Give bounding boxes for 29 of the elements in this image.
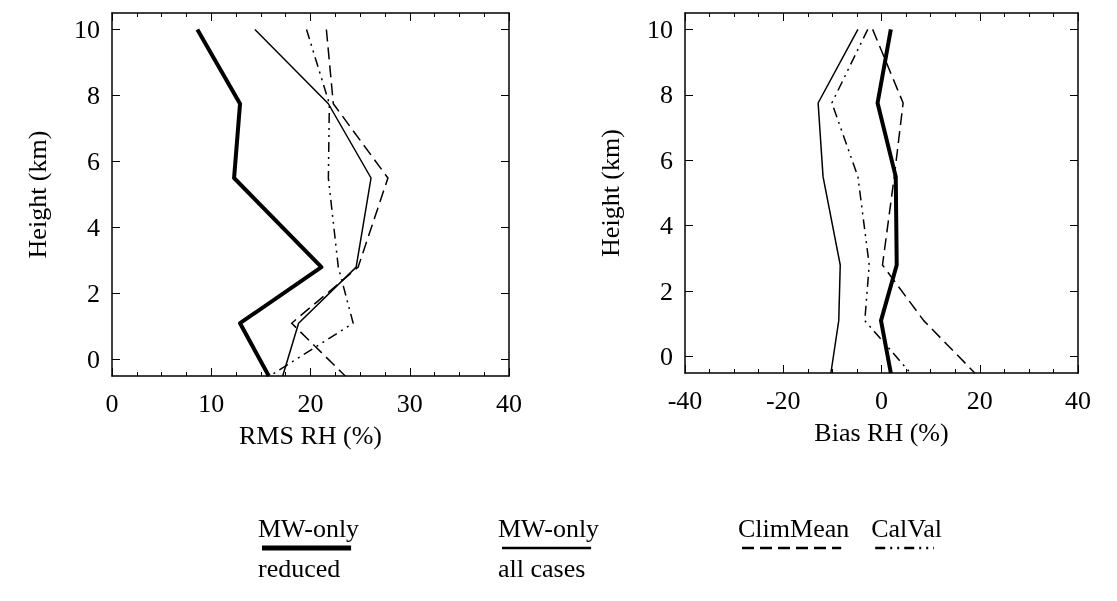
y-tick-label: 8 (660, 80, 673, 110)
text: MW-only reduced (258, 513, 360, 583)
y-tick-label: 2 (660, 276, 673, 306)
y-tick-label: 10 (647, 14, 673, 44)
y-tick-label: 4 (660, 211, 673, 241)
x-tick-label: 40 (1065, 385, 1091, 415)
text: MW-only all cases (498, 513, 600, 583)
x-tick-label: 30 (396, 388, 423, 418)
x-tick-label: 0 (875, 385, 888, 415)
x-tick-label: 20 (297, 388, 324, 418)
y-axis-title: Height (km) (595, 129, 625, 257)
x-tick-label: 10 (198, 388, 225, 418)
y-tick-label: 2 (87, 279, 100, 308)
y-tick-label: 10 (74, 15, 100, 44)
y-tick-label: 0 (660, 342, 673, 372)
x-axis-title: RMS RH (%) (238, 420, 383, 450)
x-axis-title: Bias RH (%) (814, 417, 949, 447)
x-tick-label: 40 (496, 388, 522, 418)
y-axis-title: Height (km) (22, 130, 52, 259)
y-tick-label: 6 (660, 145, 673, 175)
y-tick-label: 8 (87, 81, 100, 110)
y-tick-label: 0 (87, 345, 100, 374)
text: CalVal (871, 513, 942, 543)
y-tick-label: 6 (87, 147, 100, 176)
x-tick-label: 20 (966, 385, 993, 415)
x-tick-label: -20 (765, 385, 801, 415)
y-tick-label: 4 (87, 213, 100, 242)
text: ClimMean (738, 513, 850, 543)
x-tick-label: -40 (667, 385, 703, 415)
